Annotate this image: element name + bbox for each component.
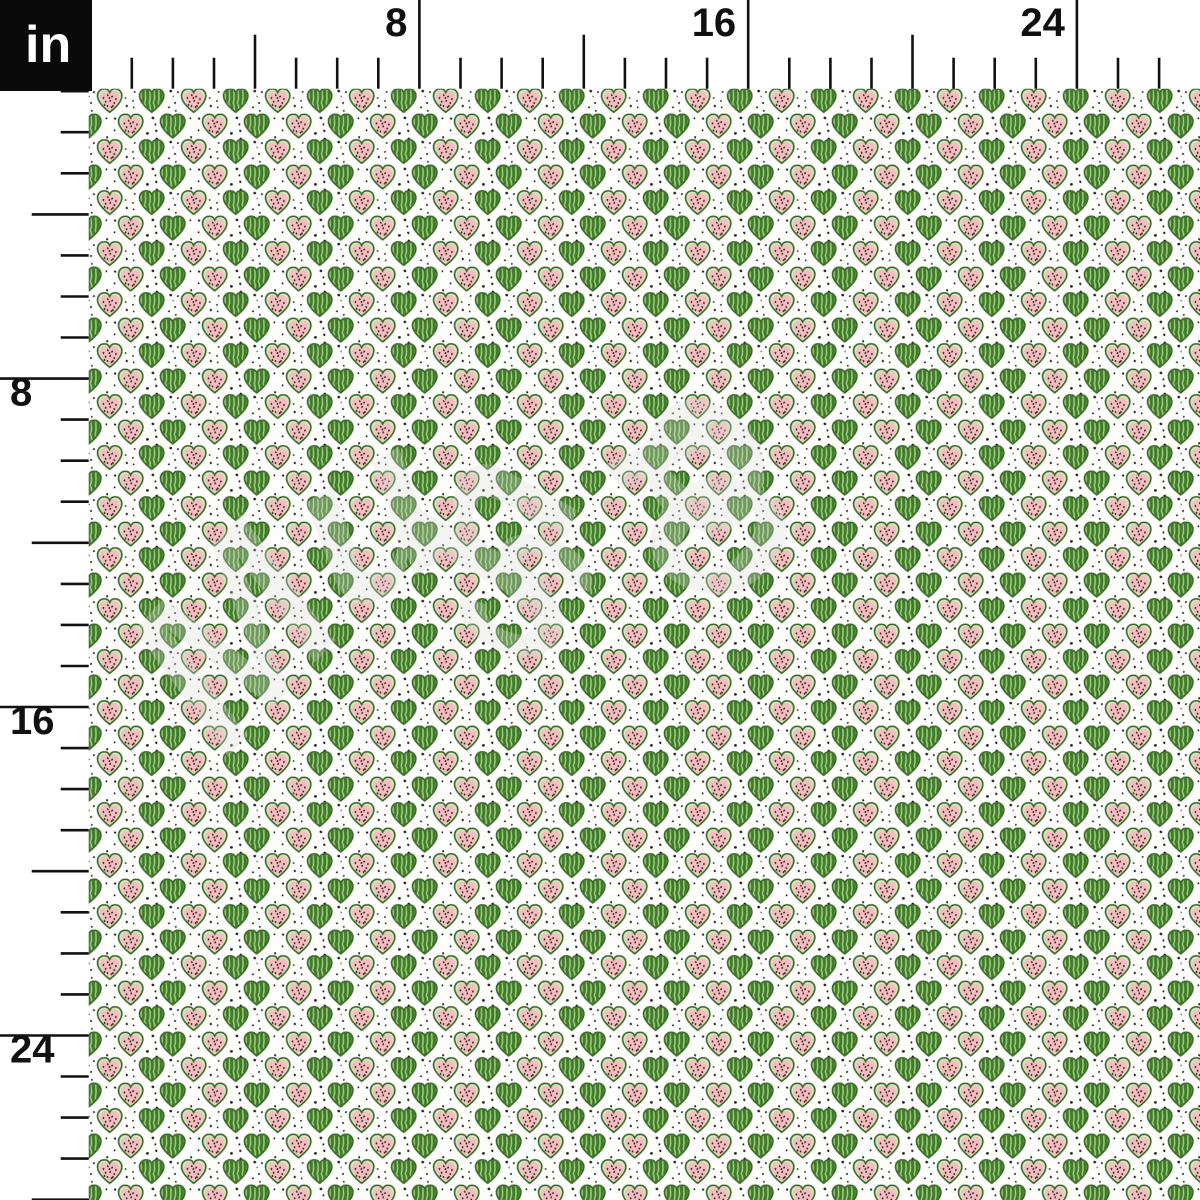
svg-text:24: 24 (10, 1028, 55, 1072)
svg-text:8: 8 (10, 371, 32, 415)
svg-text:8: 8 (385, 1, 407, 45)
svg-text:in: in (25, 16, 71, 74)
svg-text:16: 16 (10, 699, 55, 743)
svg-text:24: 24 (1020, 1, 1065, 45)
svg-text:16: 16 (692, 1, 737, 45)
